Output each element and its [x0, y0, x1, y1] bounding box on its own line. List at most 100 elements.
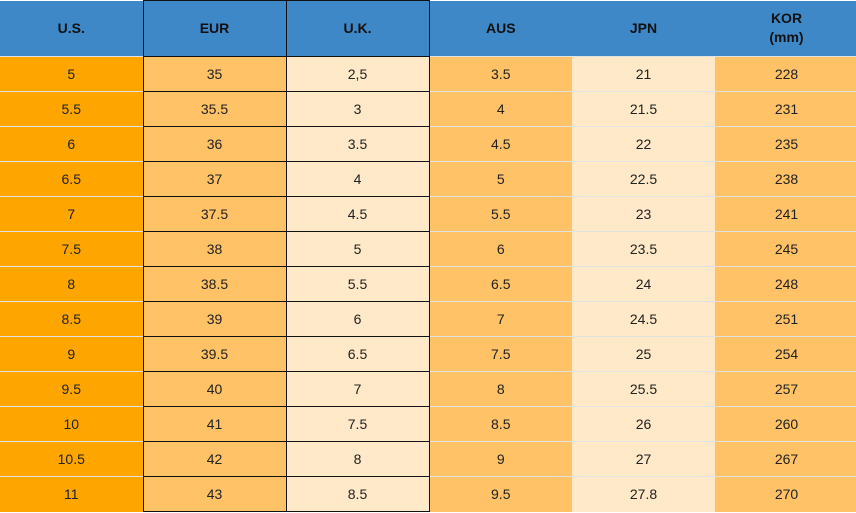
cell-uk: 3 [285, 91, 430, 127]
cell-uk: 2,5 [285, 56, 430, 92]
cell-us: 6 [0, 126, 143, 162]
cell-uk: 4.5 [285, 196, 430, 232]
cell-kor: 235 [715, 126, 856, 162]
cell-kor: 228 [715, 56, 856, 92]
cell-kor: 231 [715, 91, 856, 127]
cell-jpn: 24 [572, 266, 715, 302]
cell-kor: 260 [715, 406, 856, 442]
cell-jpn: 22.5 [572, 161, 715, 197]
cell-us: 5 [0, 56, 143, 92]
cell-eur: 43 [142, 476, 287, 512]
cell-jpn: 27 [572, 441, 715, 477]
header-us: U.S. [0, 0, 143, 57]
table-row: 9.5 40 7 8 25.5 257 [0, 371, 856, 407]
cell-aus: 7.5 [429, 336, 572, 372]
cell-eur: 39 [142, 301, 287, 337]
table-row: 7 37.5 4.5 5.5 23 241 [0, 196, 856, 232]
cell-us: 11 [0, 476, 143, 512]
cell-us: 8 [0, 266, 143, 302]
table-row: 10.5 42 8 9 27 267 [0, 441, 856, 477]
table-row: 5 35 2,5 3.5 21 228 [0, 56, 856, 92]
cell-uk: 3.5 [285, 126, 430, 162]
cell-us: 9.5 [0, 371, 143, 407]
table-body: 5 35 2,5 3.5 21 228 5.5 35.5 3 4 21.5 231 6 36 3.5 4.5 2… [0, 56, 856, 512]
cell-aus: 4 [429, 91, 572, 127]
cell-eur: 36 [142, 126, 287, 162]
cell-eur: 40 [142, 371, 287, 407]
cell-eur: 38 [142, 231, 287, 267]
cell-jpn: 23.5 [572, 231, 715, 267]
cell-jpn: 27.8 [572, 476, 715, 512]
cell-jpn: 24.5 [572, 301, 715, 337]
table-row: 10 41 7.5 8.5 26 260 [0, 406, 856, 442]
cell-us: 7.5 [0, 231, 143, 267]
cell-uk: 7.5 [285, 406, 430, 442]
cell-eur: 39.5 [142, 336, 287, 372]
cell-jpn: 25 [572, 336, 715, 372]
cell-kor: 245 [715, 231, 856, 267]
cell-aus: 7 [429, 301, 572, 337]
table-row: 8 38.5 5.5 6.5 24 248 [0, 266, 856, 302]
cell-aus: 8 [429, 371, 572, 407]
cell-kor: 254 [715, 336, 856, 372]
cell-eur: 38.5 [142, 266, 287, 302]
cell-uk: 6 [285, 301, 430, 337]
cell-kor: 267 [715, 441, 856, 477]
cell-uk: 5 [285, 231, 430, 267]
cell-aus: 6 [429, 231, 572, 267]
cell-jpn: 21 [572, 56, 715, 92]
cell-jpn: 25.5 [572, 371, 715, 407]
cell-aus: 3.5 [429, 56, 572, 92]
header-uk: U.K. [285, 0, 430, 57]
cell-eur: 35 [142, 56, 287, 92]
cell-jpn: 23 [572, 196, 715, 232]
table-row: 11 43 8.5 9.5 27.8 270 [0, 476, 856, 512]
header-kor-label: KOR [770, 10, 803, 27]
table-row: 6.5 37 4 5 22.5 238 [0, 161, 856, 197]
cell-eur: 37 [142, 161, 287, 197]
cell-kor: 270 [715, 476, 856, 512]
cell-uk: 8.5 [285, 476, 430, 512]
cell-kor: 257 [715, 371, 856, 407]
cell-aus: 6.5 [429, 266, 572, 302]
cell-us: 9 [0, 336, 143, 372]
table-row: 8.5 39 6 7 24.5 251 [0, 301, 856, 337]
cell-eur: 42 [142, 441, 287, 477]
cell-kor: 251 [715, 301, 856, 337]
table-row: 7.5 38 5 6 23.5 245 [0, 231, 856, 267]
cell-uk: 4 [285, 161, 430, 197]
header-row: U.S. EUR U.K. AUS JPN KOR (mm) [0, 0, 856, 57]
cell-kor: 241 [715, 196, 856, 232]
cell-aus: 5 [429, 161, 572, 197]
cell-aus: 9.5 [429, 476, 572, 512]
cell-kor: 248 [715, 266, 856, 302]
table-row: 6 36 3.5 4.5 22 235 [0, 126, 856, 162]
cell-eur: 35.5 [142, 91, 287, 127]
cell-jpn: 21.5 [572, 91, 715, 127]
header-kor: KOR (mm) [715, 0, 856, 57]
cell-uk: 8 [285, 441, 430, 477]
header-jpn: JPN [572, 0, 715, 57]
table-row: 5.5 35.5 3 4 21.5 231 [0, 91, 856, 127]
cell-aus: 4.5 [429, 126, 572, 162]
cell-us: 10 [0, 406, 143, 442]
header-aus: AUS [429, 0, 572, 57]
cell-us: 10.5 [0, 441, 143, 477]
cell-kor: 238 [715, 161, 856, 197]
cell-us: 7 [0, 196, 143, 232]
cell-aus: 8.5 [429, 406, 572, 442]
cell-us: 8.5 [0, 301, 143, 337]
cell-uk: 6.5 [285, 336, 430, 372]
cell-eur: 41 [142, 406, 287, 442]
header-kor-unit: (mm) [769, 29, 804, 46]
cell-aus: 5.5 [429, 196, 572, 232]
header-eur: EUR [142, 0, 287, 57]
cell-uk: 5.5 [285, 266, 430, 302]
cell-us: 6.5 [0, 161, 143, 197]
cell-jpn: 22 [572, 126, 715, 162]
cell-us: 5.5 [0, 91, 143, 127]
cell-jpn: 26 [572, 406, 715, 442]
table-row: 9 39.5 6.5 7.5 25 254 [0, 336, 856, 372]
cell-uk: 7 [285, 371, 430, 407]
